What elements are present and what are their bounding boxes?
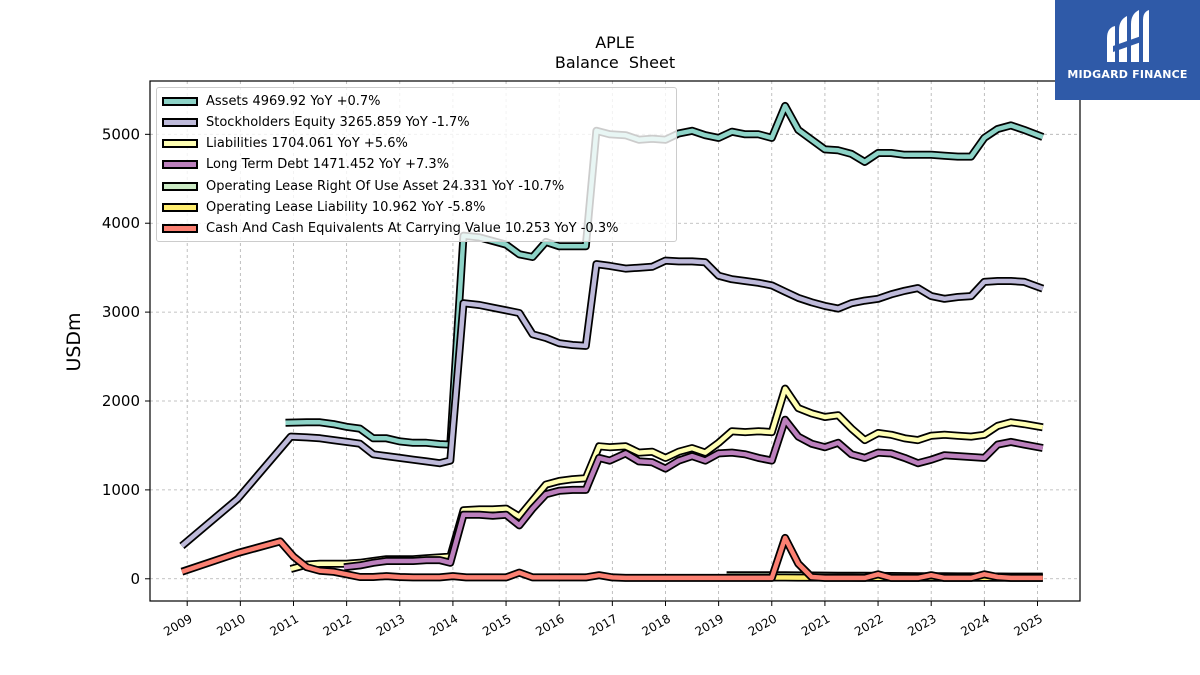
plot-frame (149, 80, 1081, 602)
chart-title: APLE (595, 33, 635, 52)
series-liabilities (289, 384, 1044, 573)
series-line (343, 417, 1044, 570)
x-tick-label: 2009 (161, 611, 194, 638)
x-tick-label: 2024 (958, 611, 991, 638)
y-axis-label: USDm (63, 312, 85, 371)
legend-item: Long Term Debt 1471.452 YoY +7.3% (162, 156, 449, 174)
y-axis-ticks: 0 1000 2000 3000 4000 5000 (102, 125, 150, 588)
legend-label: Cash And Cash Equivalents At Carrying Va… (206, 221, 619, 237)
x-tick-label: 2015 (480, 611, 513, 638)
brand-logo: MIDGARD FINANCE (1055, 0, 1200, 100)
x-tick-label: 2018 (640, 611, 673, 638)
series-long-term-debt (343, 415, 1044, 572)
legend-swatch (162, 139, 198, 149)
series-line (290, 386, 1044, 572)
legend-label: Assets 4969.92 YoY +0.7% (206, 93, 381, 109)
y-tick-label: 3000 (102, 303, 140, 321)
legend-swatch (162, 224, 198, 234)
legend-item: Operating Lease Liability 10.962 YoY -5.… (162, 199, 485, 217)
legend-item: Assets 4969.92 YoY +0.7% (162, 92, 381, 110)
x-tick-label: 2023 (905, 611, 938, 638)
legend-item: Operating Lease Right Of Use Asset 24.33… (162, 177, 564, 195)
series-stockholders-equity (179, 256, 1045, 549)
x-tick-label: 2017 (586, 611, 619, 638)
chart-subtitle: Balance Sheet (555, 53, 675, 72)
legend-item: Cash And Cash Equivalents At Carrying Va… (162, 220, 618, 238)
x-tick-label: 2020 (746, 611, 779, 638)
legend-swatch (162, 96, 198, 106)
x-tick-label: 2025 (1012, 611, 1045, 638)
legend: Assets 4969.92 YoY +0.7% Stockholders Equ… (156, 87, 677, 242)
x-tick-label: 2022 (852, 611, 885, 638)
legend-swatch (162, 203, 198, 212)
series-line (180, 258, 1044, 548)
legend-swatch (162, 181, 198, 191)
y-tick-label: 4000 (102, 214, 140, 232)
y-tick-label: 5000 (102, 125, 140, 143)
brand-name: MIDGARD FINANCE (1067, 68, 1188, 81)
y-tick-label: 2000 (102, 392, 140, 410)
x-tick-label: 2016 (533, 611, 566, 638)
legend-label: Stockholders Equity 3265.859 YoY -1.7% (206, 114, 470, 130)
x-tick-label: 2012 (321, 611, 354, 638)
legend-label: Liabilities 1704.061 YoY +5.6% (206, 136, 408, 152)
y-tick-label: 1000 (102, 481, 140, 499)
legend-swatch (162, 160, 198, 170)
legend-label: Operating Lease Right Of Use Asset 24.33… (206, 178, 565, 194)
series-outline (289, 384, 1044, 573)
x-tick-label: 2013 (374, 611, 407, 638)
x-tick-label: 2019 (693, 611, 726, 638)
series-cash-and-cash-equivalents-at-carrying-value (180, 533, 1043, 582)
legend-swatch (162, 117, 198, 127)
legend-label: Operating Lease Liability 10.962 YoY -5.… (206, 200, 486, 215)
midgard-logo-icon (1107, 10, 1149, 62)
series-line (181, 535, 1043, 581)
legend-item: Liabilities 1704.061 YoY +5.6% (162, 135, 408, 153)
y-tick-label: 0 (130, 570, 140, 588)
legend-label: Long Term Debt 1471.452 YoY +7.3% (206, 157, 450, 173)
x-tick-label: 2014 (427, 611, 460, 638)
x-tick-label: 2010 (214, 611, 247, 638)
x-tick-label: 2011 (268, 611, 301, 638)
x-axis-ticks: 2009 2010 2011 2012 2013 2014 2015 2016 2017 2018… (161, 601, 1045, 639)
x-tick-label: 2021 (799, 611, 832, 638)
legend-item: Stockholders Equity 3265.859 YoY -1.7% (162, 113, 470, 131)
